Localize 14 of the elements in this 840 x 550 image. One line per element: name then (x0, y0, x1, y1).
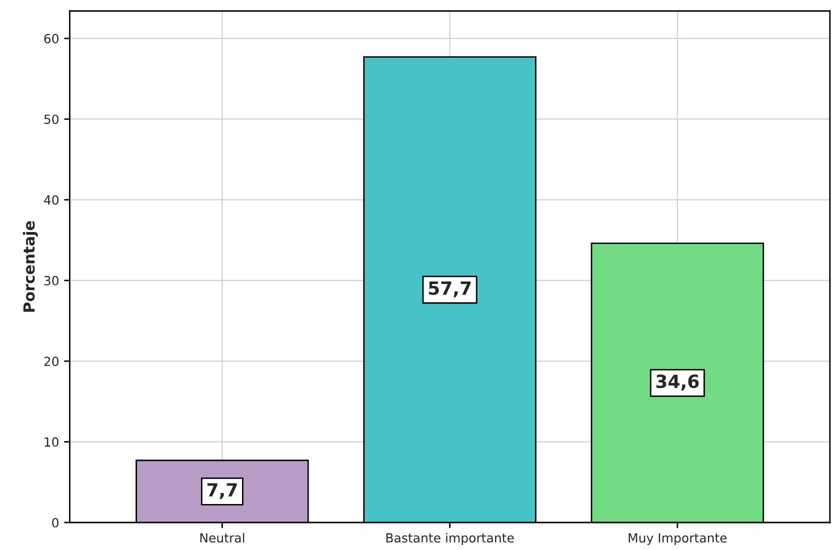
y-tick-label: 40 (44, 195, 58, 205)
y-tick-label: 10 (44, 437, 58, 447)
data-label: 7,7 (207, 483, 237, 499)
y-tick-label: 30 (44, 276, 58, 286)
x-tick-label: Bastante importante (386, 532, 514, 546)
y-tick-label: 0 (52, 518, 58, 528)
x-tick-label: Muy Importante (628, 533, 727, 546)
y-tick-label: 20 (44, 356, 58, 366)
y-axis-title: Porcentaje (22, 221, 38, 312)
data-label: 34,6 (656, 374, 699, 390)
y-tick-label: 50 (44, 114, 58, 124)
x-tick-label: Neutral (200, 532, 244, 543)
y-tick-label: 60 (44, 34, 58, 44)
data-label: 57,7 (428, 282, 471, 298)
